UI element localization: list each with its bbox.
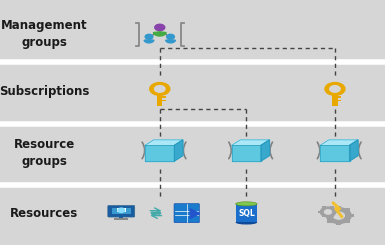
Circle shape bbox=[333, 212, 344, 219]
Bar bbox=[117, 208, 126, 212]
Polygon shape bbox=[232, 145, 261, 161]
Bar bbox=[332, 95, 338, 106]
Bar bbox=[119, 216, 123, 219]
Polygon shape bbox=[320, 140, 358, 145]
Bar bbox=[322, 207, 326, 209]
Polygon shape bbox=[261, 140, 270, 161]
Circle shape bbox=[118, 208, 125, 212]
Circle shape bbox=[320, 207, 336, 217]
Wedge shape bbox=[153, 32, 166, 36]
Bar bbox=[157, 95, 162, 106]
Bar bbox=[334, 211, 338, 213]
Bar bbox=[318, 211, 322, 213]
Circle shape bbox=[154, 212, 157, 214]
Wedge shape bbox=[166, 40, 176, 43]
Wedge shape bbox=[144, 40, 154, 43]
Text: Resources: Resources bbox=[10, 207, 79, 220]
Polygon shape bbox=[145, 145, 174, 161]
Polygon shape bbox=[320, 145, 350, 161]
Bar bbox=[162, 96, 166, 98]
Bar bbox=[322, 215, 326, 217]
Text: Management
groups: Management groups bbox=[1, 19, 88, 49]
Bar bbox=[236, 204, 257, 222]
Bar bbox=[336, 206, 341, 209]
Bar bbox=[338, 100, 341, 101]
Polygon shape bbox=[174, 140, 183, 161]
Bar bbox=[114, 218, 128, 220]
Text: Resource
groups: Resource groups bbox=[13, 138, 75, 168]
Bar bbox=[162, 100, 166, 101]
Text: Subscriptions: Subscriptions bbox=[0, 85, 89, 98]
Bar bbox=[345, 208, 350, 212]
Bar bbox=[336, 222, 341, 225]
Bar bbox=[330, 207, 334, 209]
Bar bbox=[327, 208, 333, 212]
Circle shape bbox=[330, 86, 340, 92]
Ellipse shape bbox=[236, 220, 257, 224]
Bar bbox=[338, 96, 341, 98]
Circle shape bbox=[167, 34, 174, 39]
Circle shape bbox=[155, 24, 165, 31]
Circle shape bbox=[157, 212, 161, 214]
Circle shape bbox=[154, 86, 165, 92]
Polygon shape bbox=[232, 140, 270, 145]
Bar bbox=[112, 208, 131, 214]
Polygon shape bbox=[145, 140, 183, 145]
Ellipse shape bbox=[236, 202, 257, 206]
Bar bbox=[327, 220, 333, 223]
FancyBboxPatch shape bbox=[174, 204, 199, 223]
Circle shape bbox=[151, 212, 154, 214]
Circle shape bbox=[325, 210, 331, 214]
Circle shape bbox=[150, 83, 170, 95]
Bar bbox=[324, 214, 329, 217]
Text: SQL: SQL bbox=[238, 209, 255, 218]
Polygon shape bbox=[190, 209, 199, 219]
Circle shape bbox=[326, 208, 351, 223]
Polygon shape bbox=[350, 140, 358, 161]
FancyBboxPatch shape bbox=[108, 205, 135, 217]
Circle shape bbox=[325, 83, 345, 95]
Bar bbox=[345, 220, 350, 223]
Bar bbox=[348, 214, 354, 217]
Bar bbox=[330, 215, 334, 217]
Circle shape bbox=[145, 34, 153, 39]
